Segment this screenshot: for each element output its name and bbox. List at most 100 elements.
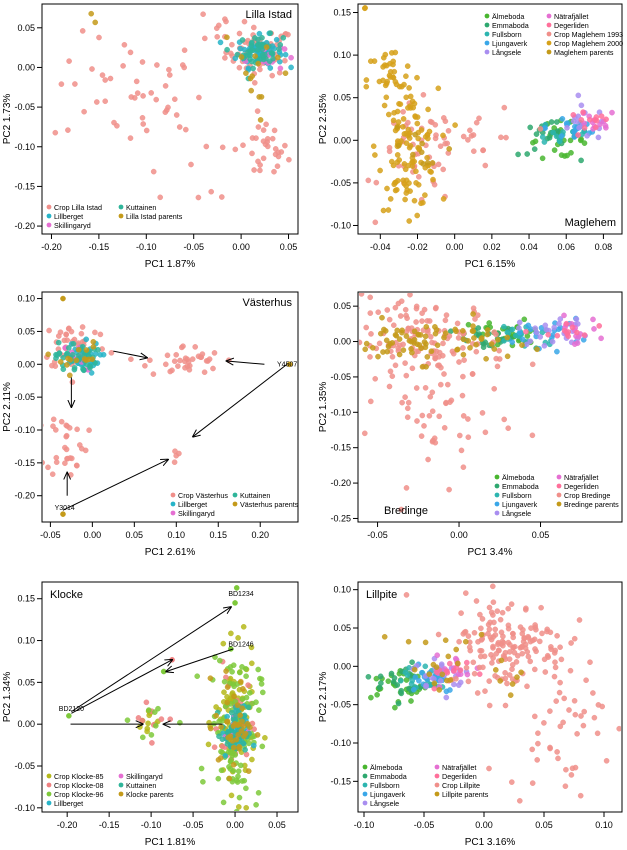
point-parents (379, 314, 385, 321)
point-crop (361, 430, 368, 437)
point-klocke96 (259, 689, 266, 696)
point-parents (240, 723, 247, 730)
point-crop2000 (403, 140, 410, 146)
point-klocke96 (216, 718, 222, 725)
point-crop (232, 146, 239, 153)
point-degerliden (570, 112, 577, 118)
point-crop (603, 758, 610, 764)
point-klocke85 (248, 644, 255, 651)
legend-entry: Degerliden (442, 772, 477, 781)
legend-entry: Crop Klocke-85 (54, 772, 104, 781)
point-crop1993 (503, 134, 509, 141)
point-crop2000 (391, 68, 398, 75)
y-tick-label: -0.05 (14, 102, 35, 112)
point-parents (275, 54, 281, 61)
point-crop2000 (414, 212, 421, 219)
point-parents (67, 356, 73, 363)
arrow (71, 660, 172, 714)
point-crop (208, 188, 214, 195)
point-crop (171, 96, 178, 102)
point-crop (481, 653, 488, 660)
point-emmaboda (524, 151, 531, 157)
point-crop (470, 659, 477, 666)
point-klocke08 (243, 751, 250, 758)
point-kuttainen (280, 35, 287, 41)
point-parents (411, 336, 418, 343)
point-langsele (541, 342, 548, 349)
point-crop (81, 108, 87, 115)
point-klocke08 (245, 682, 251, 688)
point-almeboda (374, 692, 380, 698)
point-emmaboda (578, 157, 584, 164)
point-crop1993 (400, 109, 406, 115)
point-lillberget (217, 39, 224, 46)
point-degerliden (563, 320, 570, 327)
y-tick-label: 0.10 (333, 585, 351, 595)
point-parents (409, 349, 415, 356)
point-kuttainen (95, 346, 101, 353)
point-crop (488, 609, 495, 616)
point-crop (482, 429, 489, 436)
point-crop (402, 306, 409, 313)
plot-frame (357, 291, 623, 523)
legend-swatch (434, 773, 440, 779)
point-crop (200, 11, 206, 18)
point-kuttainen (228, 709, 235, 716)
y-tick-label: 0.00 (333, 337, 351, 347)
y-tick-label: -0.20 (330, 478, 351, 488)
point-parents (428, 348, 435, 355)
point-emmaboda (378, 680, 384, 686)
x-tick-label: -0.05 (414, 820, 435, 830)
point-crop (443, 312, 450, 318)
legend-swatch (434, 764, 440, 770)
point-crop (553, 698, 560, 704)
point-crop1993 (473, 119, 480, 126)
point-crop (532, 713, 538, 720)
point-crop (552, 647, 559, 654)
point-parents (60, 295, 66, 302)
point-crop (286, 156, 292, 163)
point-parents (224, 718, 231, 725)
point-crop (173, 112, 180, 118)
point-crop2000 (413, 168, 419, 175)
point-crop2000 (376, 78, 383, 85)
legend-swatch (362, 764, 368, 770)
point-crop (482, 688, 488, 694)
point-crop (539, 630, 545, 637)
point-emmaboda (377, 673, 384, 680)
point-langsele (564, 125, 570, 131)
point-crop (519, 650, 526, 657)
point-crop (495, 639, 502, 646)
point-degerliden (565, 333, 572, 340)
legend-entry: Crop Västerhus (178, 491, 228, 500)
arrow (62, 460, 168, 511)
point-parents (432, 324, 438, 330)
point-crop (389, 373, 396, 380)
legend-swatch (170, 510, 176, 516)
point-almeboda (392, 704, 398, 711)
point-crop1993 (415, 173, 422, 180)
point-parents (412, 131, 419, 138)
point-crop (139, 59, 146, 65)
point-crop (587, 659, 593, 666)
point-parents (395, 142, 402, 149)
point-lillberget (250, 742, 257, 749)
point-crop (521, 635, 528, 642)
point-emmaboda (388, 670, 395, 677)
point-parents (399, 327, 405, 334)
point-klocke85 (235, 804, 242, 810)
point-crop (552, 664, 559, 671)
point-crop (508, 601, 515, 607)
point-parents (207, 725, 214, 732)
point-langsele (423, 683, 429, 690)
legend-swatch (546, 22, 552, 28)
legend-swatch (484, 31, 490, 37)
point-parents (67, 372, 73, 379)
point-crop (108, 349, 115, 356)
point-crop (471, 670, 478, 677)
point-parents (229, 738, 236, 744)
point-crop (414, 418, 420, 424)
point-crop (240, 142, 246, 148)
point-kuttainen (240, 740, 246, 746)
point-crop (456, 432, 463, 439)
